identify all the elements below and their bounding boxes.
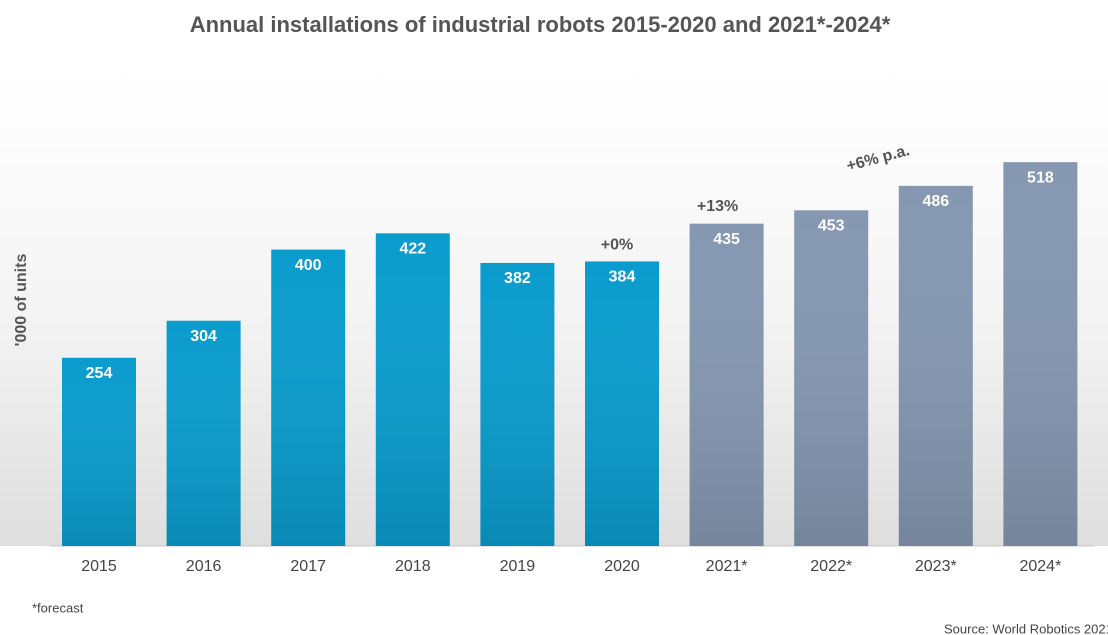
x-tick-label: 2016 <box>186 558 222 575</box>
bar-shade <box>166 320 241 546</box>
x-tick-label: 2022* <box>810 558 852 575</box>
bar-shade <box>375 233 450 546</box>
value-label: 518 <box>1027 169 1054 186</box>
value-label: 304 <box>190 328 217 345</box>
value-label: 384 <box>609 269 636 286</box>
bar-shade <box>794 210 869 546</box>
x-tick-label: 2018 <box>395 558 431 575</box>
value-label: 453 <box>818 218 845 235</box>
x-tick-label: 2021* <box>706 558 748 575</box>
x-tick-label: 2015 <box>81 558 117 575</box>
value-label: 435 <box>713 231 740 248</box>
annotation: +13% <box>697 198 738 215</box>
bar-shade <box>1003 162 1078 547</box>
bar-shade <box>898 185 973 546</box>
y-axis-label: '000 of units <box>13 254 30 347</box>
value-label: 422 <box>399 241 426 258</box>
bar-shade <box>480 262 555 546</box>
value-label: 254 <box>86 365 113 382</box>
value-label: 486 <box>922 193 949 210</box>
x-tick-label: 2017 <box>290 558 326 575</box>
x-tick-label: 2020 <box>604 558 640 575</box>
bar-shade <box>585 261 659 546</box>
annotation: +0% <box>601 237 633 254</box>
value-label: 400 <box>295 257 322 274</box>
x-tick-label: 2019 <box>500 558 536 575</box>
footnote: *forecast <box>32 600 84 615</box>
value-label: 382 <box>504 270 531 287</box>
x-tick-label: 2023* <box>915 558 957 575</box>
footer-background <box>0 546 1108 635</box>
bar-shade <box>62 357 136 546</box>
bar-shade <box>689 223 764 547</box>
source: Source: World Robotics 2021 <box>944 621 1108 635</box>
chart-title: Annual installations of industrial robot… <box>190 12 891 37</box>
x-tick-label: 2024* <box>1019 558 1061 575</box>
bar-shade <box>271 249 346 546</box>
